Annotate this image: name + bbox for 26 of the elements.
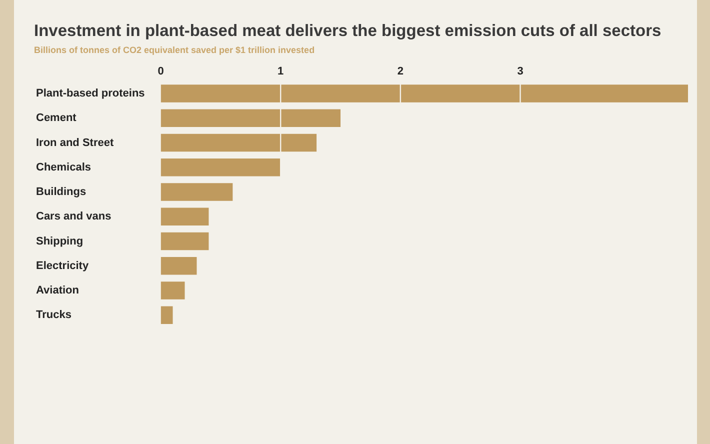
bar xyxy=(160,208,209,226)
bar xyxy=(160,109,341,127)
x-tick-label: 2 xyxy=(397,66,404,78)
y-tick-label: Buildings xyxy=(36,186,86,198)
y-tick-label: Iron and Street xyxy=(36,136,114,149)
y-tick-label: Aviation xyxy=(36,284,80,296)
x-tick-label: 1 xyxy=(278,66,284,78)
x-tick-label: 3 xyxy=(517,66,524,78)
bar xyxy=(160,256,197,275)
x-tick-label: 0 xyxy=(158,66,164,78)
bar xyxy=(160,84,688,102)
chart-subtitle: Billions of tonnes of CO2 equivalent saved per $1 trillion invested xyxy=(34,45,315,55)
bar xyxy=(160,183,233,201)
bar xyxy=(160,158,281,176)
y-tick-label: Cars and vans xyxy=(36,210,112,223)
bar xyxy=(160,282,185,300)
bar xyxy=(160,306,173,324)
y-tick-label: Plant-based proteins xyxy=(36,88,145,100)
y-tick-label: Trucks xyxy=(36,309,72,322)
bar xyxy=(160,232,209,250)
y-tick-label: Electricity xyxy=(36,260,90,272)
bar xyxy=(160,134,317,152)
chart-title: Investment in plant-based meat delivers the biggest emission cuts of all sectors xyxy=(34,22,662,41)
y-tick-label: Cement xyxy=(36,112,77,124)
y-tick-label: Chemicals xyxy=(36,161,92,174)
y-tick-label: Shipping xyxy=(36,235,84,248)
